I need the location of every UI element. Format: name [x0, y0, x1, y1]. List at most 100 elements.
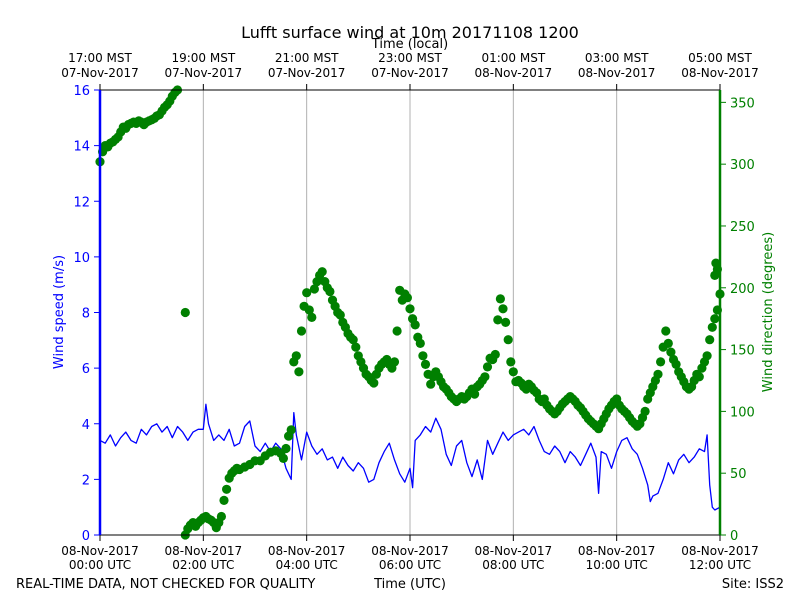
right-tick-label-300: 300	[730, 158, 755, 173]
top-tick-date-4: 08-Nov-2017	[475, 66, 553, 80]
right-axis-label: Wind direction (degrees)	[761, 232, 776, 392]
wind-direction-point-229	[710, 314, 720, 324]
wind-direction-point-144	[490, 349, 500, 360]
wind-direction-point-113	[410, 320, 420, 330]
bottom-tick-time-6: 12:00 UTC	[689, 558, 751, 572]
wind-direction-point-69	[296, 326, 307, 336]
top-tick-time-1: 19:00 MST	[171, 51, 235, 65]
chart-title: Lufft surface wind at 10m 20171108 1200	[241, 23, 579, 42]
top-tick-time-2: 21:00 MST	[275, 51, 339, 65]
right-axis-ticks: 0 50 100 150 200 250 300 350	[720, 96, 755, 544]
wind-direction-point-210	[661, 326, 671, 336]
wind-direction-point-208	[656, 357, 666, 367]
wind-direction-point-46	[216, 511, 226, 522]
wind-direction-point-136	[470, 389, 480, 399]
bottom-tick-time-0: 00:00 UTC	[69, 558, 131, 572]
bottom-tick-time-5: 10:00 UTC	[586, 558, 648, 572]
wind-direction-point-150	[506, 357, 516, 367]
wind-direction-point-110	[402, 293, 412, 303]
wind-direction-point-63	[281, 443, 291, 454]
wind-speed-series	[99, 403, 721, 511]
top-tick-date-0: 07-Nov-2017	[61, 66, 139, 80]
bottom-tick-date-1: 08-Nov-2017	[165, 544, 243, 558]
bottom-tick-time-2: 04:00 UTC	[276, 558, 338, 572]
right-tick-label-50: 50	[730, 467, 747, 482]
wind-direction-point-228	[707, 322, 717, 332]
wind-direction-point-77	[317, 267, 327, 277]
wind-speed-line	[99, 403, 721, 511]
bottom-tick-time-1: 02:00 UTC	[172, 558, 234, 572]
right-tick-label-350: 350	[730, 96, 755, 111]
bottom-tick-date-4: 08-Nov-2017	[475, 544, 553, 558]
wind-direction-point-111	[405, 304, 415, 314]
bottom-tick-date-2: 08-Nov-2017	[268, 544, 346, 558]
right-tick-label-150: 150	[730, 344, 755, 359]
left-tick-label-0: 0	[82, 529, 90, 544]
wind-direction-point-74	[309, 284, 319, 294]
wind-direction-point-149	[503, 335, 513, 345]
wind-direction-point-62	[278, 453, 288, 463]
top-tick-time-4: 01:00 MST	[481, 51, 545, 65]
wind-direction-point-72	[304, 305, 314, 315]
wind-direction-point-90	[351, 342, 361, 352]
wind-direction-point-73	[307, 312, 317, 322]
left-tick-label-10: 10	[73, 251, 90, 266]
wind-direction-point-145	[493, 315, 503, 325]
wind-direction-point-223	[694, 372, 704, 382]
wind-direction-point-214	[671, 359, 681, 369]
x-axis-label: Time (UTC)	[373, 577, 446, 592]
top-tick-date-2: 07-Nov-2017	[268, 66, 346, 80]
right-tick-label-250: 250	[730, 220, 755, 235]
wind-direction-point-211	[663, 338, 673, 348]
wind-direction-point-47	[219, 495, 229, 505]
footer-quality-note: REAL-TIME DATA, NOT CHECKED FOR QUALITY	[16, 577, 315, 592]
wind-direction-point-119	[426, 379, 436, 389]
top-tick-time-6: 05:00 MST	[688, 51, 752, 65]
bottom-tick-date-3: 08-Nov-2017	[371, 544, 449, 558]
wind-direction-point-148	[501, 317, 511, 327]
wind-direction-point-105	[389, 357, 400, 367]
wind-direction-point-207	[653, 369, 663, 379]
wind-direction-point-141	[482, 362, 493, 372]
wind-direction-point-31	[180, 307, 190, 318]
left-tick-label-8: 8	[82, 307, 90, 322]
left-tick-label-16: 16	[73, 84, 90, 99]
left-tick-label-2: 2	[82, 473, 90, 488]
top-tick-date-1: 07-Nov-2017	[165, 66, 243, 80]
bottom-tick-date-0: 08-Nov-2017	[61, 544, 139, 558]
bottom-tick-date-6: 08-Nov-2017	[681, 544, 759, 558]
wind-direction-point-65	[286, 425, 296, 435]
wind-direction-point-48	[222, 484, 232, 494]
wind-direction-point-97	[369, 378, 379, 388]
top-tick-date-6: 08-Nov-2017	[681, 66, 759, 80]
bottom-tick-time-3: 06:00 UTC	[379, 558, 441, 572]
left-tick-label-4: 4	[82, 418, 90, 433]
site-label: Site: ISS2	[722, 577, 784, 592]
wind-direction-point-151	[508, 367, 518, 377]
bottom-tick-time-4: 08:00 UTC	[482, 558, 544, 572]
wind-direction-point-68	[294, 367, 304, 377]
left-tick-label-14: 14	[73, 140, 90, 155]
wind-direction-point-212	[666, 347, 676, 357]
wind-direction-point-115	[415, 338, 425, 348]
top-axis-label: Time (local)	[371, 37, 448, 52]
wind-direction-point-226	[702, 351, 712, 361]
wind-direction-point-116	[418, 351, 428, 361]
top-tick-time-5: 03:00 MST	[585, 51, 649, 65]
bottom-tick-date-5: 08-Nov-2017	[578, 544, 656, 558]
left-axis-ticks: 0 2 4 6 8 10 12 14 16	[73, 84, 100, 544]
top-tick-date-3: 07-Nov-2017	[371, 66, 449, 80]
wind-direction-point-80	[325, 286, 335, 297]
wind-direction-point-84	[335, 310, 345, 320]
wind-direction-point-147	[498, 304, 508, 314]
wind-direction-point-202	[640, 406, 650, 416]
right-tick-label-100: 100	[730, 405, 755, 420]
wind-direction-point-67	[291, 351, 301, 361]
left-tick-label-12: 12	[73, 195, 90, 210]
top-tick-date-5: 08-Nov-2017	[578, 66, 656, 80]
right-tick-label-200: 200	[730, 282, 755, 297]
wind-direction-point-71	[302, 288, 312, 298]
